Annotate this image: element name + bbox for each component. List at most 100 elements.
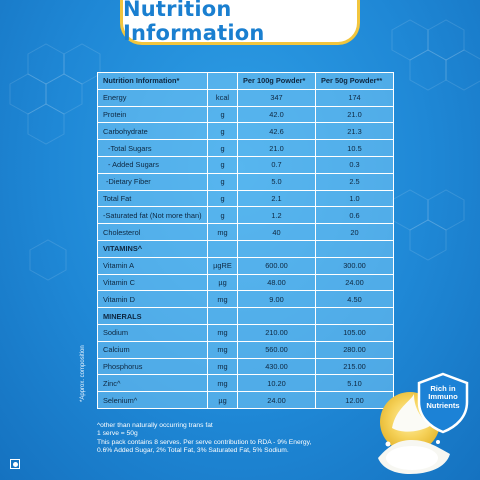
immuno-nutrients-badge: Rich in Immuno Nutrients — [416, 384, 470, 410]
nutrient-unit: g — [207, 105, 238, 124]
badge-line-2: Immuno — [428, 392, 458, 402]
nutrient-name: Carbohydrate — [97, 122, 208, 141]
value-per-100g: 2.1 — [237, 189, 316, 208]
nutrient-name: Zinc^ — [97, 374, 208, 393]
value-per-100g: 40 — [237, 223, 316, 241]
value-per-100g: 9.00 — [237, 290, 316, 309]
footnote-rda-line-2: 0.6% Added Sugar, 2% Total Fat, 3% Satur… — [97, 447, 289, 455]
value-per-50g: 0.6 — [315, 206, 394, 225]
nutrient-name: - Added Sugars — [97, 155, 208, 174]
table-row: Carbohydrate g 42.6 21.3 — [97, 122, 394, 141]
value-per-50g: 174 — [315, 88, 394, 107]
table-header-row: Nutrition Information* Per 100g Powder* … — [97, 72, 394, 90]
table-row: Cholesterol mg 40 20 — [97, 223, 394, 241]
badge-line-1: Rich in — [430, 384, 456, 393]
nutrient-unit: mg — [207, 223, 238, 241]
table-row: -Dietary Fiber g 5.0 2.5 — [97, 172, 394, 191]
value-per-50g — [315, 239, 394, 258]
value-per-50g: 10.5 — [315, 139, 394, 157]
value-per-50g: 300.00 — [315, 256, 394, 275]
table-row: Selenium^ µg 24.00 12.00 — [97, 391, 394, 409]
value-per-50g: 1.0 — [315, 189, 394, 208]
nutrient-name: Vitamin C — [97, 273, 208, 292]
table-row: Protein g 42.0 21.0 — [97, 105, 394, 124]
value-per-100g: 210.00 — [237, 323, 316, 342]
nutrient-name: Cholesterol — [97, 223, 208, 241]
value-per-50g: 215.00 — [315, 357, 394, 376]
nutrient-unit: kcal — [207, 88, 238, 107]
value-per-100g: 0.7 — [237, 155, 316, 174]
value-per-50g: 280.00 — [315, 340, 394, 359]
table-row: Sodium mg 210.00 105.00 — [97, 323, 394, 342]
nutrient-name: -Total Sugars — [97, 139, 208, 157]
section-label: MINERALS — [97, 307, 208, 325]
nutrient-unit: g — [207, 122, 238, 141]
nutrition-table: Nutrition Information* Per 100g Powder* … — [97, 72, 394, 409]
table-row: - Added Sugars g 0.7 0.3 — [97, 155, 394, 174]
value-per-50g: 24.00 — [315, 273, 394, 292]
veg-mark-icon — [10, 459, 20, 469]
footnote-rda-line-1: This pack contains 8 serves. Per serve c… — [97, 438, 312, 446]
value-per-100g: 48.00 — [237, 273, 316, 292]
header-per-100g: Per 100g Powder* — [237, 72, 316, 90]
header-nutrient: Nutrition Information* — [97, 72, 208, 90]
value-per-100g: 42.0 — [237, 105, 316, 124]
nutrient-unit: mg — [207, 323, 238, 342]
footnote-serve-size: 1 serve = 50g — [97, 430, 138, 438]
table-row: Total Fat g 2.1 1.0 — [97, 189, 394, 208]
nutrient-name: -Dietary Fiber — [97, 172, 208, 191]
nutrient-unit: g — [207, 189, 238, 208]
value-per-50g: 12.00 — [315, 391, 394, 409]
value-per-50g: 105.00 — [315, 323, 394, 342]
approx-composition-note: *Approx. composition — [80, 345, 86, 402]
nutrient-unit: g — [207, 155, 238, 174]
value-per-100g — [237, 307, 316, 325]
value-per-100g: 21.0 — [237, 139, 316, 157]
nutrient-unit: g — [207, 206, 238, 225]
nutrient-unit — [207, 239, 238, 258]
nutrient-unit: g — [207, 139, 238, 157]
nutrient-name: Total Fat — [97, 189, 208, 208]
value-per-100g: 560.00 — [237, 340, 316, 359]
footnote-trans-fat: ^other than naturally occurring trans fa… — [97, 422, 213, 429]
nutrient-unit: µgRE — [207, 256, 238, 275]
value-per-100g: 430.00 — [237, 357, 316, 376]
nutrient-name: Sodium — [97, 323, 208, 342]
value-per-100g: 347 — [237, 88, 316, 107]
nutrient-name: Phosphorus — [97, 357, 208, 376]
nutrient-unit: µg — [207, 391, 238, 409]
value-per-100g: 24.00 — [237, 391, 316, 409]
nutrient-unit: mg — [207, 374, 238, 393]
nutrient-name: Selenium^ — [97, 391, 208, 409]
nutrient-unit: mg — [207, 290, 238, 309]
value-per-50g: 4.50 — [315, 290, 394, 309]
value-per-50g: 21.3 — [315, 122, 394, 141]
table-row: -Saturated fat (Not more than) g 1.2 0.6 — [97, 206, 394, 225]
table-row: Energy kcal 347 174 — [97, 88, 394, 107]
section-label: VITAMINS^ — [97, 239, 208, 258]
value-per-100g — [237, 239, 316, 258]
section-row-vitamins: VITAMINS^ — [97, 239, 394, 258]
nutrient-name: Calcium — [97, 340, 208, 359]
section-row-minerals: MINERALS — [97, 307, 394, 325]
badge-line-3: Nutrients — [426, 400, 460, 410]
nutrient-unit: µg — [207, 273, 238, 292]
value-per-100g: 1.2 — [237, 206, 316, 225]
header-per-50g: Per 50g Powder** — [315, 72, 394, 90]
value-per-50g: 2.5 — [315, 172, 394, 191]
value-per-100g: 10.20 — [237, 374, 316, 393]
nutrient-name: -Saturated fat (Not more than) — [97, 206, 208, 225]
nutrient-name: Energy — [97, 88, 208, 107]
nutrient-unit: mg — [207, 340, 238, 359]
value-per-50g — [315, 307, 394, 325]
title-banner: Nutrition Information — [120, 0, 360, 45]
nutrient-unit: g — [207, 172, 238, 191]
nutrient-unit: mg — [207, 357, 238, 376]
value-per-50g: 0.3 — [315, 155, 394, 174]
nutrient-name: Vitamin A — [97, 256, 208, 275]
shield-icon — [417, 372, 469, 434]
nutrient-name: Vitamin D — [97, 290, 208, 309]
